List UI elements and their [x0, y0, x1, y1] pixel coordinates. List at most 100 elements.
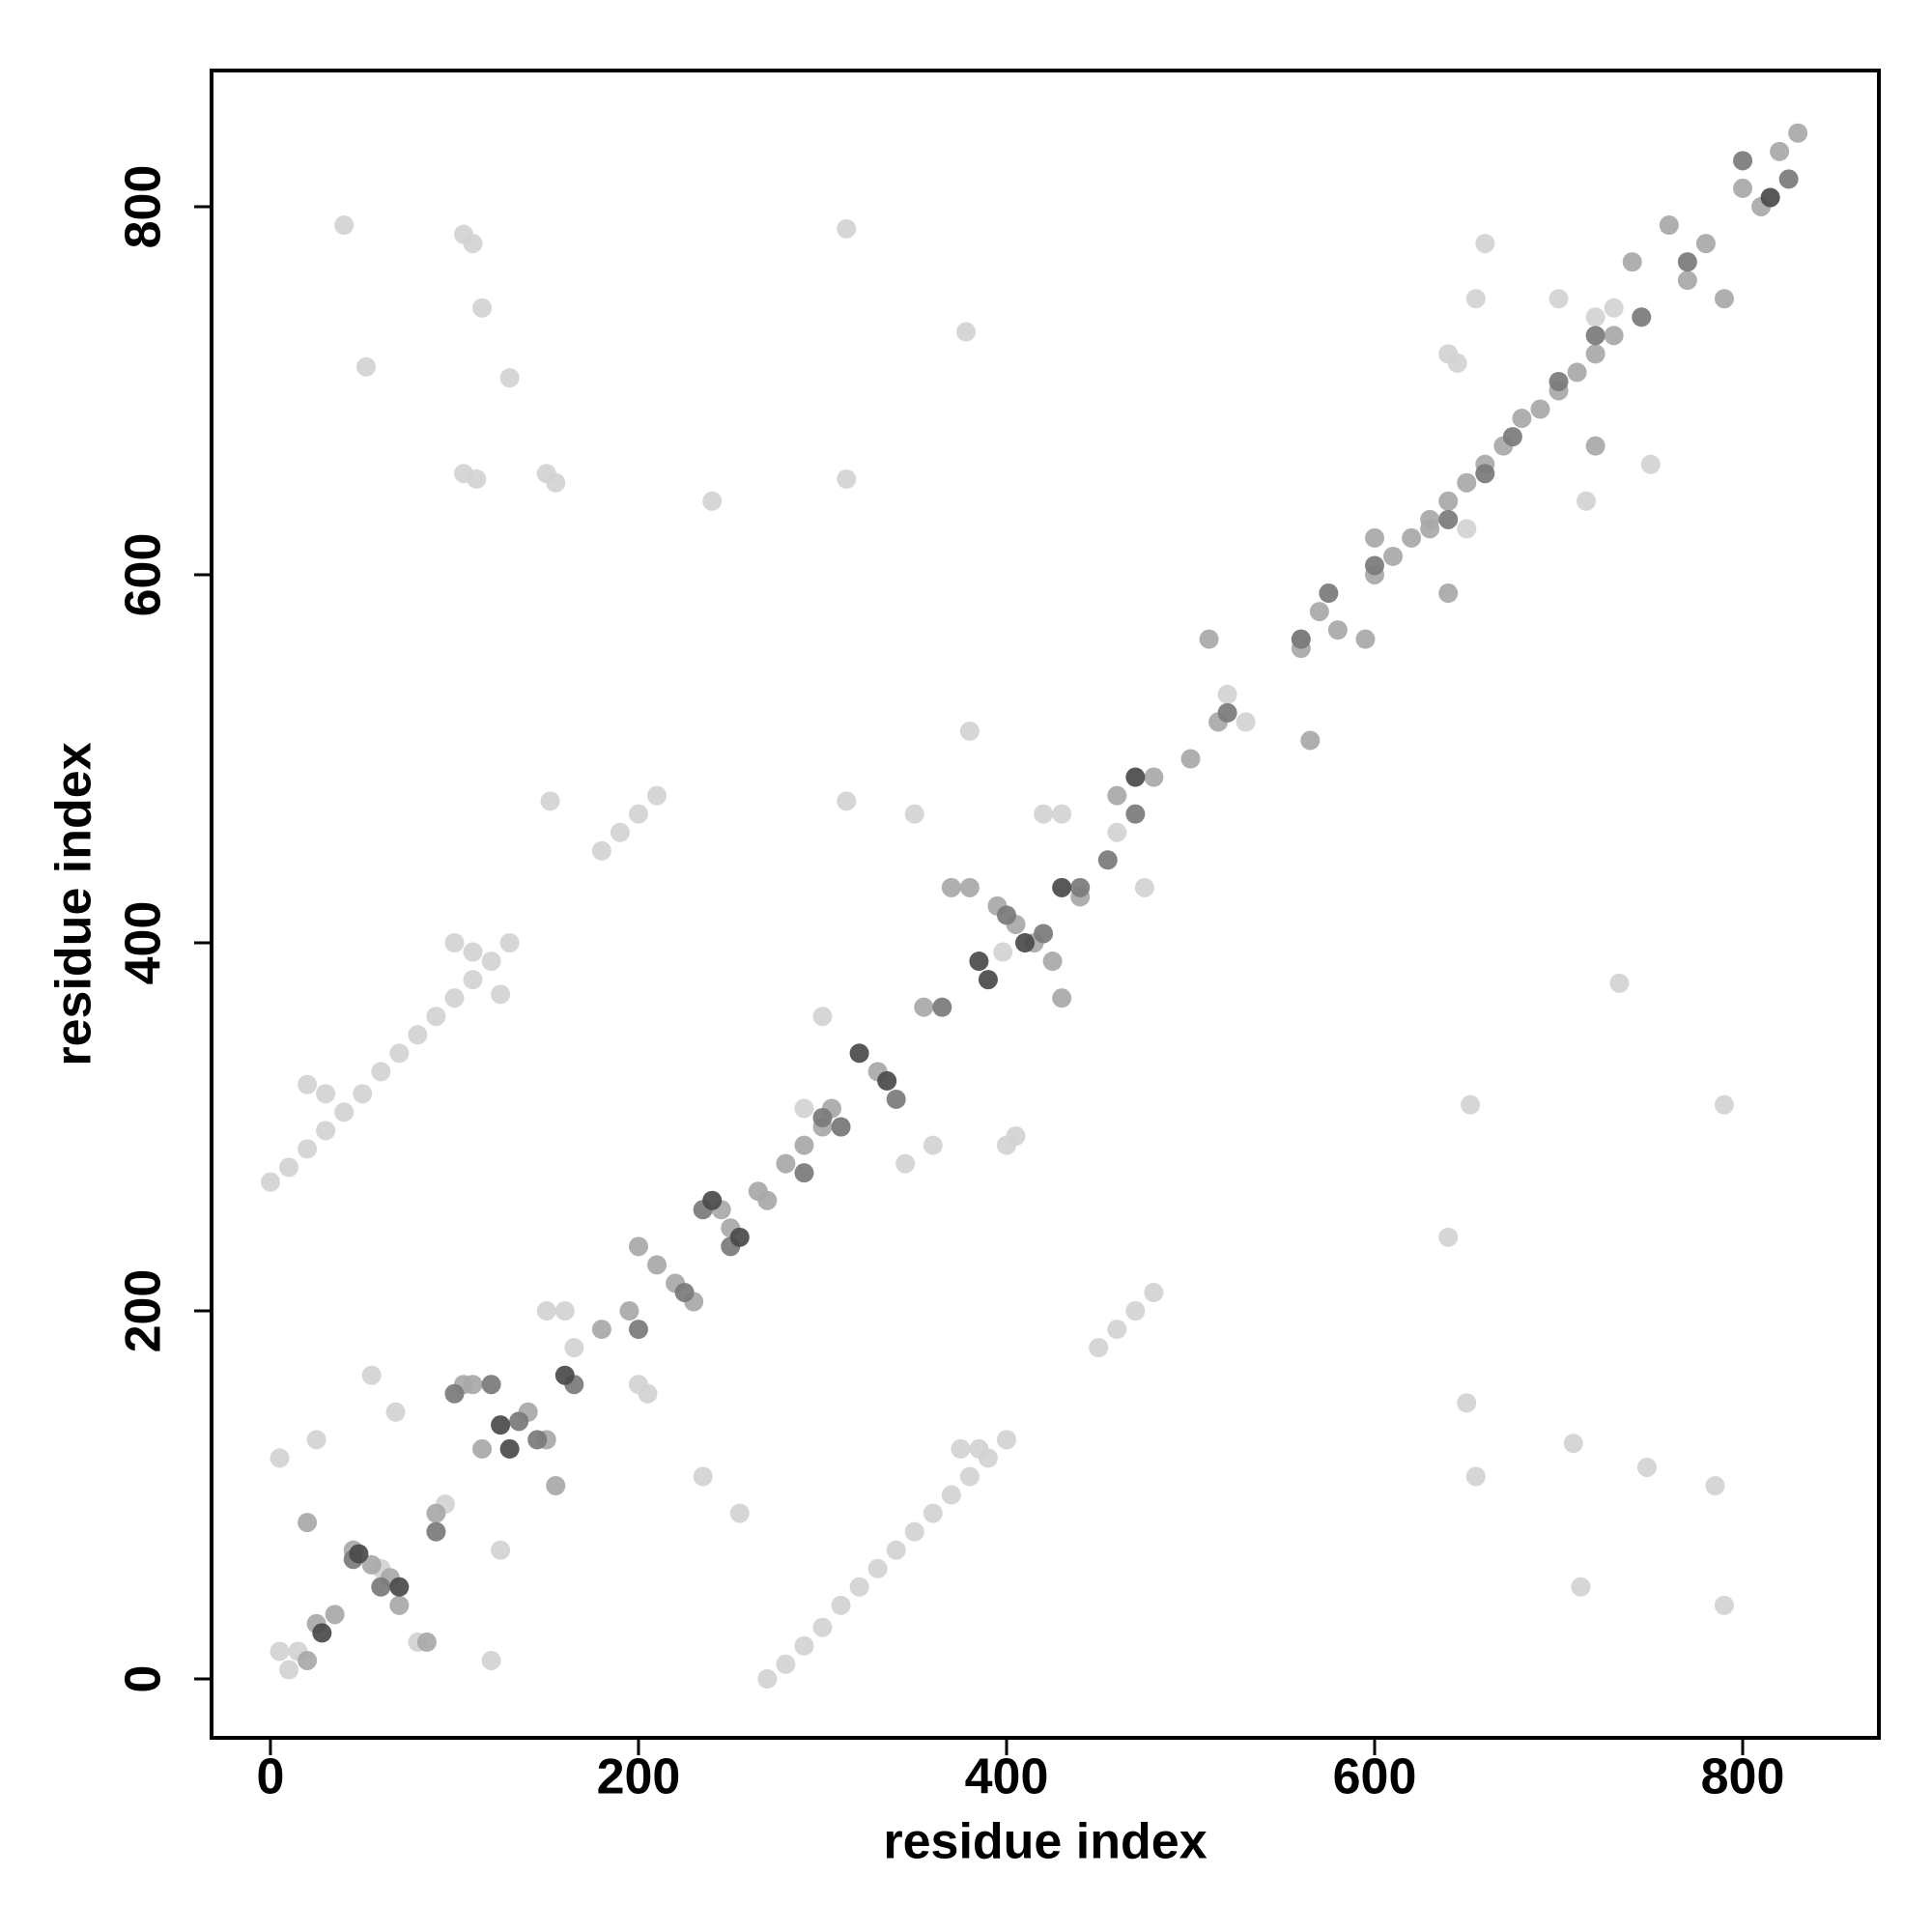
point — [316, 1084, 336, 1104]
point — [312, 1623, 332, 1643]
point — [499, 368, 520, 388]
point — [1309, 602, 1329, 622]
point — [1144, 1282, 1164, 1302]
point — [356, 356, 377, 377]
x-tick-label: 200 — [597, 1749, 681, 1805]
point — [951, 1438, 971, 1459]
point — [837, 469, 857, 489]
x-tick-label: 800 — [1701, 1749, 1785, 1805]
x-tick-label: 600 — [1333, 1749, 1417, 1805]
point — [628, 1320, 648, 1340]
point — [1636, 1457, 1657, 1477]
point — [1319, 583, 1339, 604]
y-tick-label: 200 — [116, 1269, 172, 1353]
point — [959, 877, 980, 897]
point — [1632, 307, 1652, 327]
point — [941, 1485, 961, 1505]
point — [1327, 620, 1348, 640]
point — [1070, 877, 1091, 897]
point — [540, 791, 560, 811]
point — [472, 298, 493, 318]
point — [1125, 804, 1146, 824]
point — [794, 1135, 814, 1155]
point — [1438, 509, 1459, 529]
point — [647, 785, 668, 806]
point — [1144, 767, 1164, 787]
point — [491, 1415, 511, 1435]
point — [1640, 454, 1661, 474]
point — [564, 1338, 584, 1358]
point — [837, 791, 857, 811]
point — [509, 1411, 529, 1432]
point — [1622, 252, 1642, 272]
point — [1714, 1094, 1734, 1115]
y-tick-label: 600 — [116, 533, 172, 617]
point — [389, 1043, 410, 1064]
point — [444, 988, 465, 1009]
point — [426, 1503, 446, 1523]
point — [1530, 399, 1550, 419]
point — [1089, 1338, 1109, 1358]
point — [757, 1669, 778, 1690]
point — [481, 1375, 501, 1395]
point — [1107, 1320, 1127, 1340]
point — [1733, 151, 1753, 171]
point — [1567, 362, 1587, 383]
point — [886, 1540, 906, 1560]
point — [1604, 326, 1624, 346]
point — [1465, 289, 1486, 309]
point — [1052, 988, 1072, 1009]
point — [536, 1301, 556, 1321]
point — [1365, 527, 1385, 548]
y-tick-label: 800 — [116, 165, 172, 249]
point — [1475, 464, 1495, 484]
point — [1034, 923, 1054, 944]
point — [849, 1043, 869, 1064]
point — [610, 822, 630, 842]
point — [794, 1635, 814, 1656]
point — [1402, 527, 1422, 548]
point — [1770, 141, 1790, 161]
point — [270, 1641, 290, 1662]
point — [408, 1025, 428, 1045]
point — [270, 1448, 290, 1468]
point — [1465, 1466, 1486, 1487]
y-tick-label: 0 — [116, 1665, 172, 1693]
point — [554, 1365, 575, 1385]
point — [1457, 519, 1477, 539]
point — [1291, 629, 1311, 649]
point — [481, 952, 501, 972]
point — [776, 1153, 796, 1174]
point — [729, 1503, 750, 1523]
point — [334, 1102, 355, 1122]
point — [426, 1007, 446, 1027]
point — [702, 1190, 723, 1210]
point — [959, 1466, 980, 1487]
point — [334, 215, 355, 236]
point — [993, 942, 1013, 962]
point — [1714, 289, 1734, 309]
point — [1042, 952, 1063, 972]
point — [1548, 289, 1569, 309]
point — [1733, 178, 1753, 198]
point — [748, 1181, 768, 1202]
point — [1107, 785, 1127, 806]
point — [389, 1595, 410, 1615]
point — [554, 1301, 575, 1321]
point — [776, 1654, 796, 1674]
point — [361, 1365, 382, 1385]
point — [1097, 850, 1118, 870]
point — [591, 1320, 611, 1340]
x-axis-label: residue index — [883, 1814, 1207, 1870]
point — [499, 1438, 520, 1459]
point — [877, 1070, 897, 1091]
point — [1383, 546, 1404, 566]
point — [674, 1282, 695, 1302]
point — [693, 1466, 713, 1487]
point — [1300, 730, 1321, 751]
point — [969, 1438, 989, 1459]
point — [1052, 804, 1072, 824]
point — [463, 234, 483, 254]
point — [1585, 344, 1605, 364]
x-tick-label: 0 — [257, 1749, 285, 1805]
